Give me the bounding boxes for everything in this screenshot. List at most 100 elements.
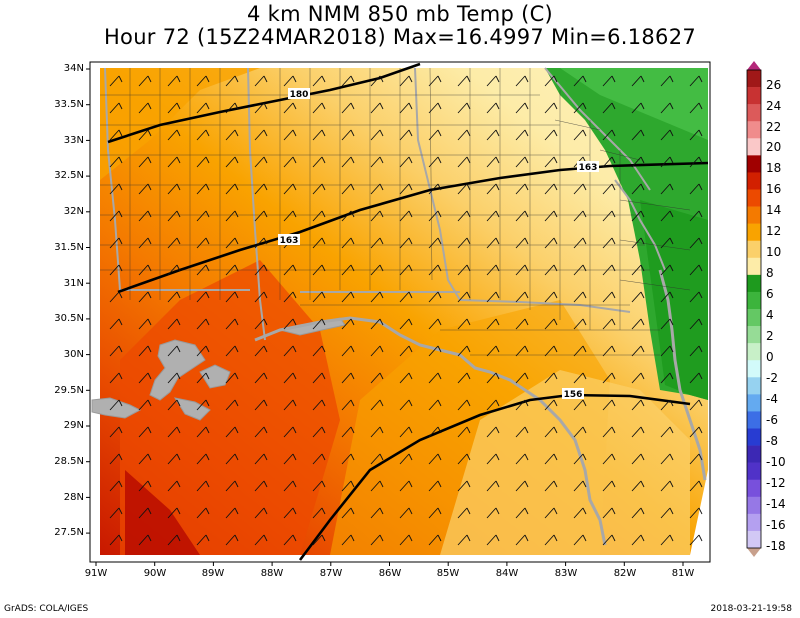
wind-barb: [370, 183, 384, 195]
wind-barb: [602, 480, 616, 492]
wind-barb: [631, 129, 645, 141]
map-title: 4 km NMM 850 mb Temp (C): [246, 2, 554, 26]
wind-barb: [254, 345, 268, 357]
colorbar-label: -18: [766, 539, 786, 553]
wind-barb: [254, 291, 268, 303]
colorbar-label: -4: [766, 392, 778, 406]
colorbar-swatch: [747, 496, 761, 515]
wind-barb: [428, 102, 442, 114]
wind-barb: [225, 237, 239, 249]
wind-barb: [370, 75, 384, 87]
wind-barb: [196, 453, 210, 465]
wind-barb: [283, 75, 297, 87]
wind-barb: [254, 426, 268, 438]
wind-barb: [486, 426, 500, 438]
wind-barb: [138, 507, 152, 519]
wind-barb: [283, 345, 297, 357]
wind-barb: [399, 372, 413, 384]
wind-barb: [689, 237, 703, 249]
wind-barb: [167, 453, 181, 465]
colorbar-label: -8: [766, 434, 778, 448]
wind-barb: [399, 399, 413, 411]
wind-barb: [196, 372, 210, 384]
wind-barb: [399, 183, 413, 195]
colorbar-swatch: [747, 360, 761, 378]
wind-barb: [138, 264, 152, 276]
wind-barb: [573, 291, 587, 303]
colorbar-swatch: [747, 394, 761, 412]
wind-barb: [457, 156, 471, 168]
wind-barb: [428, 237, 442, 249]
wind-barb: [457, 453, 471, 465]
contour-label: 180: [290, 90, 309, 100]
wind-barb: [283, 291, 297, 303]
wind-barb: [225, 345, 239, 357]
wind-barb: [486, 210, 500, 222]
wind-barb: [167, 426, 181, 438]
wind-barb: [660, 399, 674, 411]
wind-barb: [689, 264, 703, 276]
wind-barb: [689, 372, 703, 384]
wind-barb: [109, 291, 123, 303]
wind-barb: [283, 183, 297, 195]
lat-label: 33N: [63, 135, 84, 146]
wind-barb: [573, 453, 587, 465]
wind-barb: [312, 129, 326, 141]
wind-barb: [515, 129, 529, 141]
wind-barb: [312, 318, 326, 330]
wind-barb: [254, 264, 268, 276]
wind-barb: [283, 453, 297, 465]
wind-barb: [428, 480, 442, 492]
colorbar-label: -6: [766, 413, 778, 427]
wind-barb: [602, 453, 616, 465]
wind-barb: [341, 183, 355, 195]
wind-barb: [312, 183, 326, 195]
wind-barb: [341, 507, 355, 519]
colorbar-label: 4: [766, 308, 774, 322]
wind-barb: [631, 156, 645, 168]
wind-barb: [167, 102, 181, 114]
wind-barb: [225, 480, 239, 492]
wind-barb: [602, 426, 616, 438]
wind-barb: [631, 264, 645, 276]
wind-barb: [428, 453, 442, 465]
wind-barb: [660, 210, 674, 222]
wind-barb: [370, 102, 384, 114]
colorbar-swatch: [747, 530, 761, 549]
wind-barb: [370, 291, 384, 303]
wind-barb: [254, 534, 268, 546]
colorbar-label: 10: [766, 245, 782, 259]
wind-barb: [602, 507, 616, 519]
wind-barb: [312, 75, 326, 87]
wind-barb: [457, 129, 471, 141]
wind-barb: [573, 534, 587, 546]
wind-barb: [573, 399, 587, 411]
lat-label: 30N: [63, 349, 84, 360]
colorbar-swatch: [747, 138, 761, 156]
wind-barb: [254, 129, 268, 141]
wind-barb: [312, 156, 326, 168]
lon-label: 90W: [143, 568, 167, 579]
wind-barb: [457, 264, 471, 276]
wind-barb: [254, 318, 268, 330]
wind-barb: [167, 264, 181, 276]
wind-barb: [370, 453, 384, 465]
footer-credit: GrADS: COLA/IGES: [4, 604, 89, 614]
wind-barb: [254, 507, 268, 519]
wind-barb: [631, 102, 645, 114]
wind-barb: [631, 372, 645, 384]
wind-barb: [138, 237, 152, 249]
wind-barb: [515, 102, 529, 114]
wind-barb: [254, 102, 268, 114]
wind-barb: [515, 399, 529, 411]
wind-barb: [283, 534, 297, 546]
colorbar-swatch: [747, 479, 761, 498]
wind-barb: [544, 183, 558, 195]
wind-barb: [109, 345, 123, 357]
wind-barb: [109, 372, 123, 384]
wind-barb: [486, 291, 500, 303]
wind-barb: [689, 453, 703, 465]
wind-barb: [399, 102, 413, 114]
wind-barb: [399, 534, 413, 546]
colorbar-max-arrow: [747, 61, 761, 70]
